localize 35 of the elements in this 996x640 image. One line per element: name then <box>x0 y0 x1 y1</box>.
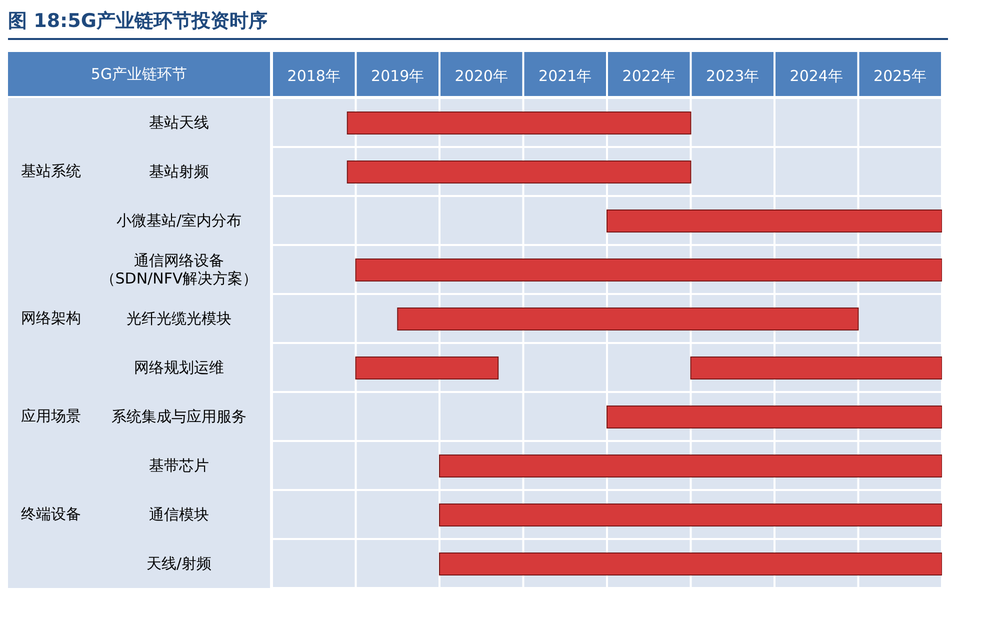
bar <box>346 112 692 134</box>
y-tick-label: 基站天线 <box>149 114 209 132</box>
bar <box>397 308 859 330</box>
text: 终端设备 <box>20 504 82 525</box>
text: 基站系统 <box>20 161 82 182</box>
bar <box>439 552 942 576</box>
x-tick-label: 2023年 <box>706 67 760 85</box>
x-tick-label: 2025年 <box>874 67 927 85</box>
y-tick-label: 天线/射频 <box>146 554 212 572</box>
bar <box>346 160 692 184</box>
x-tick-label: 2024年 <box>790 67 843 85</box>
y-tick-label: 基站射频 <box>149 162 209 180</box>
bar <box>439 504 942 526</box>
text: 网络架构 <box>20 308 82 329</box>
y-tick-label: 系统集成与应用服务 <box>112 408 246 426</box>
y-tick-label: 小微基站/室内分布 <box>116 212 242 230</box>
bar <box>690 356 942 380</box>
bar <box>606 210 942 232</box>
x-tick-label: 2019年 <box>371 67 424 85</box>
y-tick-label: 基带芯片 <box>149 456 209 474</box>
y-axis-title: 5G产业链环节 <box>8 52 270 96</box>
x-tick-label: 2021年 <box>538 67 592 85</box>
y-tick-label: 通信模块 <box>149 506 209 524</box>
y-tick-label: 网络规划运维 <box>134 358 224 376</box>
bar <box>606 406 942 428</box>
x-tick-label: 2018年 <box>287 67 340 85</box>
text: 应用场景 <box>20 406 82 427</box>
y-tick-label: 通信网络设备（SDN/NFV解决方案） <box>100 252 258 288</box>
bar <box>355 356 499 380</box>
bar <box>355 258 942 282</box>
y-tick-label: 光纤光缆光模块 <box>126 310 232 328</box>
bar <box>439 454 942 478</box>
chart-title: 图 18:5G产业链环节投资时序 <box>8 8 948 40</box>
x-tick-label: 2020年 <box>454 67 508 85</box>
x-tick-label: 2022年 <box>622 67 676 85</box>
